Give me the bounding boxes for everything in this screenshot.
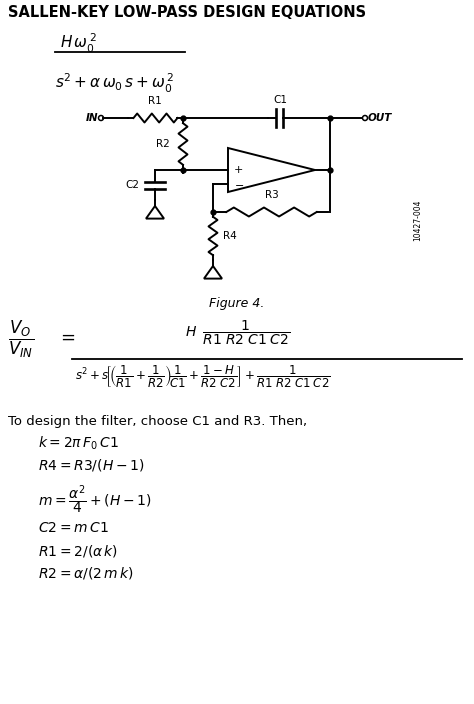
Text: OUT: OUT [368,113,392,123]
Text: To design the filter, choose C1 and R3. Then,: To design the filter, choose C1 and R3. … [8,415,307,427]
Text: 10427-004: 10427-004 [413,199,422,241]
Text: $m = \dfrac{\alpha^2}{4} + (H - 1)$: $m = \dfrac{\alpha^2}{4} + (H - 1)$ [38,483,152,515]
Text: +: + [234,165,243,175]
Text: $s^2 + s\!\left[\!\left(\dfrac{1}{R1}+\dfrac{1}{R2}\right)\!\dfrac{1}{C1}+\dfrac: $s^2 + s\!\left[\!\left(\dfrac{1}{R1}+\d… [75,363,330,389]
Text: R3: R3 [264,190,278,200]
Text: $k = 2\pi\, F_0\, C1$: $k = 2\pi\, F_0\, C1$ [38,434,118,452]
Text: $R2 = \alpha/(2\, m\, k)$: $R2 = \alpha/(2\, m\, k)$ [38,565,134,581]
Text: $\dfrac{V_O}{V_{IN}}$: $\dfrac{V_O}{V_{IN}}$ [8,319,34,360]
Text: $-$: $-$ [234,179,244,189]
Text: Figure 4.: Figure 4. [210,296,264,310]
Text: C2: C2 [125,180,139,190]
Text: R2: R2 [156,139,170,149]
Text: R4: R4 [223,231,237,241]
Text: C1: C1 [273,95,287,105]
Text: $R4 = R3/(H - 1)$: $R4 = R3/(H - 1)$ [38,457,145,472]
Text: $H\;\;\dfrac{1}{R1\;R2\;C1\;C2}$: $H\;\;\dfrac{1}{R1\;R2\;C1\;C2}$ [185,319,290,347]
Text: IN: IN [85,113,98,123]
Text: SALLEN-KEY LOW-PASS DESIGN EQUATIONS: SALLEN-KEY LOW-PASS DESIGN EQUATIONS [8,5,366,20]
Text: $s^2 + \alpha\,\omega_0\,s + \omega_0^{\,2}$: $s^2 + \alpha\,\omega_0\,s + \omega_0^{\… [55,72,174,95]
Text: $=$: $=$ [57,327,76,346]
Text: $R1 = 2/(\alpha\, k)$: $R1 = 2/(\alpha\, k)$ [38,543,118,558]
Text: R1: R1 [148,96,162,106]
Text: $H\,\omega_0^{\,2}$: $H\,\omega_0^{\,2}$ [60,32,97,55]
Text: $C2 = m\, C1$: $C2 = m\, C1$ [38,520,109,534]
